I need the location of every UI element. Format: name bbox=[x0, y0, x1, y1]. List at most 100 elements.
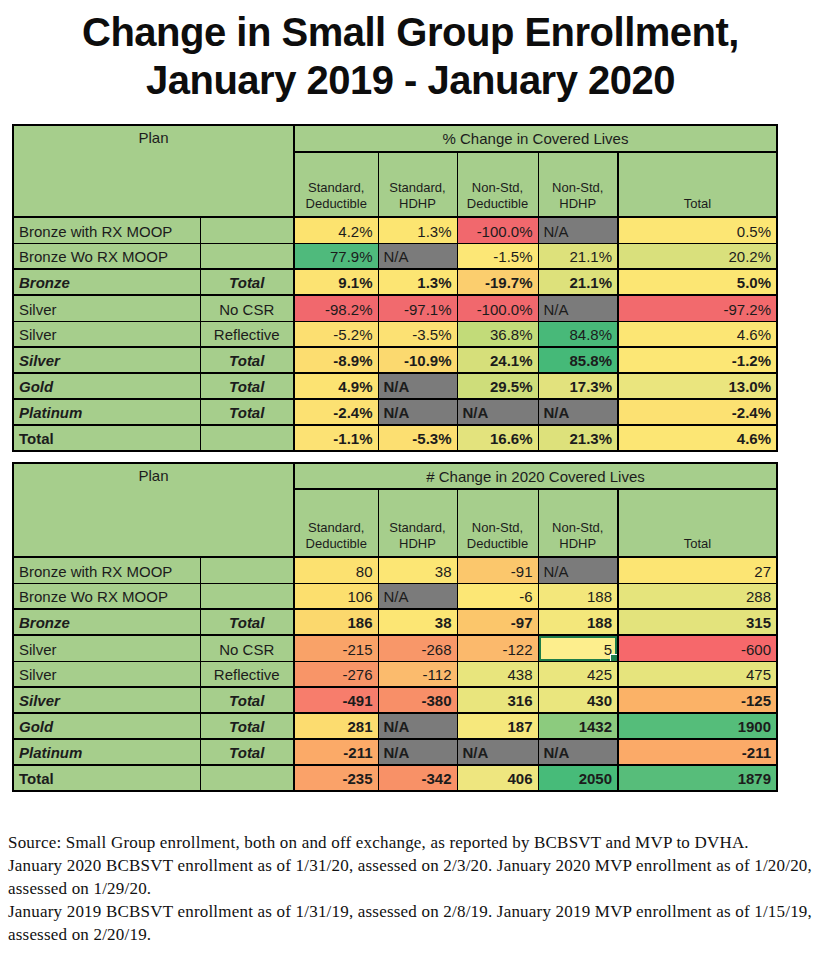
value-cell: 425 bbox=[538, 661, 618, 687]
value-cell: -91 bbox=[457, 557, 538, 583]
note-line: assessed on 1/29/20. bbox=[8, 877, 820, 900]
value-cell: 27 bbox=[618, 557, 777, 583]
value-cell: -100.0% bbox=[457, 295, 538, 321]
na-cell: N/A bbox=[538, 295, 618, 321]
report-title: Change in Small Group Enrollment, Januar… bbox=[0, 8, 821, 104]
column-header-cell: Non-Std,Deductible bbox=[457, 152, 538, 217]
value-cell: 1900 bbox=[618, 713, 777, 739]
value-cell: 316 bbox=[457, 687, 538, 713]
value-cell: 430 bbox=[538, 687, 618, 713]
value-cell: -380 bbox=[378, 687, 457, 713]
column-header-cell: Non-Std,HDHP bbox=[538, 489, 618, 557]
value-cell: -5.2% bbox=[294, 321, 378, 347]
plan-name-cell: Total bbox=[13, 765, 200, 791]
plan-modifier-cell: Reflective bbox=[200, 661, 294, 687]
value-cell: 1432 bbox=[538, 713, 618, 739]
value-cell: -1.2% bbox=[618, 347, 777, 373]
value-cell: 77.9% bbox=[294, 243, 378, 269]
value-cell: -2.4% bbox=[618, 399, 777, 425]
value-cell: -97.1% bbox=[378, 295, 457, 321]
value-cell: 2050 bbox=[538, 765, 618, 791]
value-cell: -97.2% bbox=[618, 295, 777, 321]
na-cell: N/A bbox=[457, 399, 538, 425]
value-cell: -1.5% bbox=[457, 243, 538, 269]
note-line: January 2020 BCBSVT enrollment as of 1/3… bbox=[8, 854, 820, 877]
plan-modifier-cell: Total bbox=[200, 373, 294, 399]
plan-name-cell: Silver bbox=[13, 295, 200, 321]
plan-modifier-cell: No CSR bbox=[200, 635, 294, 661]
plan-modifier-cell bbox=[200, 243, 294, 269]
value-cell: -268 bbox=[378, 635, 457, 661]
plan-name-cell: Bronze with RX MOOP bbox=[13, 217, 200, 243]
plan-modifier-cell bbox=[200, 217, 294, 243]
group-header-cell: % Change in Covered Lives bbox=[294, 125, 777, 152]
plan-modifier-cell: Total bbox=[200, 347, 294, 373]
na-cell: N/A bbox=[378, 713, 457, 739]
plan-modifier-cell: No CSR bbox=[200, 295, 294, 321]
column-header-cell: Non-Std,HDHP bbox=[538, 152, 618, 217]
plan-name-cell: Silver bbox=[13, 687, 200, 713]
value-cell: -235 bbox=[294, 765, 378, 791]
report-page: Change in Small Group Enrollment, Januar… bbox=[0, 0, 821, 960]
source-notes: Source: Small Group enrollment, both on … bbox=[8, 831, 820, 946]
plan-modifier-cell: Total bbox=[200, 687, 294, 713]
column-header-cell: Standard,Deductible bbox=[294, 152, 378, 217]
value-cell: 21.1% bbox=[538, 269, 618, 295]
value-cell: 1.3% bbox=[378, 269, 457, 295]
value-cell: 0.5% bbox=[618, 217, 777, 243]
plan-modifier-cell: Total bbox=[200, 713, 294, 739]
value-cell: 17.3% bbox=[538, 373, 618, 399]
value-cell: 16.6% bbox=[457, 425, 538, 451]
value-cell: 4.6% bbox=[618, 321, 777, 347]
value-cell: 5.0% bbox=[618, 269, 777, 295]
note-line: January 2019 BCBSVT enrollment as of 1/3… bbox=[8, 900, 820, 923]
value-cell: 38 bbox=[378, 609, 457, 635]
value-cell: 406 bbox=[457, 765, 538, 791]
value-cell: 1879 bbox=[618, 765, 777, 791]
plan-name-cell: Bronze Wo RX MOOP bbox=[13, 583, 200, 609]
plan-modifier-cell: Total bbox=[200, 609, 294, 635]
na-cell: N/A bbox=[378, 243, 457, 269]
na-cell: N/A bbox=[457, 739, 538, 765]
na-cell: N/A bbox=[538, 739, 618, 765]
value-cell: -98.2% bbox=[294, 295, 378, 321]
value-cell: 1.3% bbox=[378, 217, 457, 243]
note-line: Source: Small Group enrollment, both on … bbox=[8, 831, 820, 854]
value-cell: -10.9% bbox=[378, 347, 457, 373]
value-cell: 288 bbox=[618, 583, 777, 609]
value-cell: -19.7% bbox=[457, 269, 538, 295]
column-header-cell: Standard,Deductible bbox=[294, 489, 378, 557]
value-cell: 38 bbox=[378, 557, 457, 583]
plan-name-cell: Bronze bbox=[13, 269, 200, 295]
value-cell: 13.0% bbox=[618, 373, 777, 399]
value-cell: -211 bbox=[618, 739, 777, 765]
plan-modifier-cell bbox=[200, 425, 294, 451]
value-cell: -342 bbox=[378, 765, 457, 791]
value-cell: -215 bbox=[294, 635, 378, 661]
plan-name-cell: Gold bbox=[13, 713, 200, 739]
plan-modifier-cell bbox=[200, 765, 294, 791]
value-cell: 4.9% bbox=[294, 373, 378, 399]
plan-modifier-cell bbox=[200, 557, 294, 583]
plan-name-cell: Platinum bbox=[13, 739, 200, 765]
value-cell: 475 bbox=[618, 661, 777, 687]
na-cell: N/A bbox=[538, 217, 618, 243]
value-cell: -5.3% bbox=[378, 425, 457, 451]
value-cell: 315 bbox=[618, 609, 777, 635]
plan-name-cell: Bronze with RX MOOP bbox=[13, 557, 200, 583]
report-title-line2: January 2019 - January 2020 bbox=[0, 56, 821, 104]
value-cell: -6 bbox=[457, 583, 538, 609]
value-cell: 9.1% bbox=[294, 269, 378, 295]
value-cell: -2.4% bbox=[294, 399, 378, 425]
value-cell: -491 bbox=[294, 687, 378, 713]
plan-name-cell: Gold bbox=[13, 373, 200, 399]
plan-modifier-cell: Reflective bbox=[200, 321, 294, 347]
na-cell: N/A bbox=[538, 399, 618, 425]
value-cell: 106 bbox=[294, 583, 378, 609]
plan-modifier-cell bbox=[200, 583, 294, 609]
column-header-cell: Standard,HDHP bbox=[378, 489, 457, 557]
value-cell: -8.9% bbox=[294, 347, 378, 373]
value-cell: -211 bbox=[294, 739, 378, 765]
plan-modifier-cell: Total bbox=[200, 739, 294, 765]
value-cell: 21.1% bbox=[538, 243, 618, 269]
